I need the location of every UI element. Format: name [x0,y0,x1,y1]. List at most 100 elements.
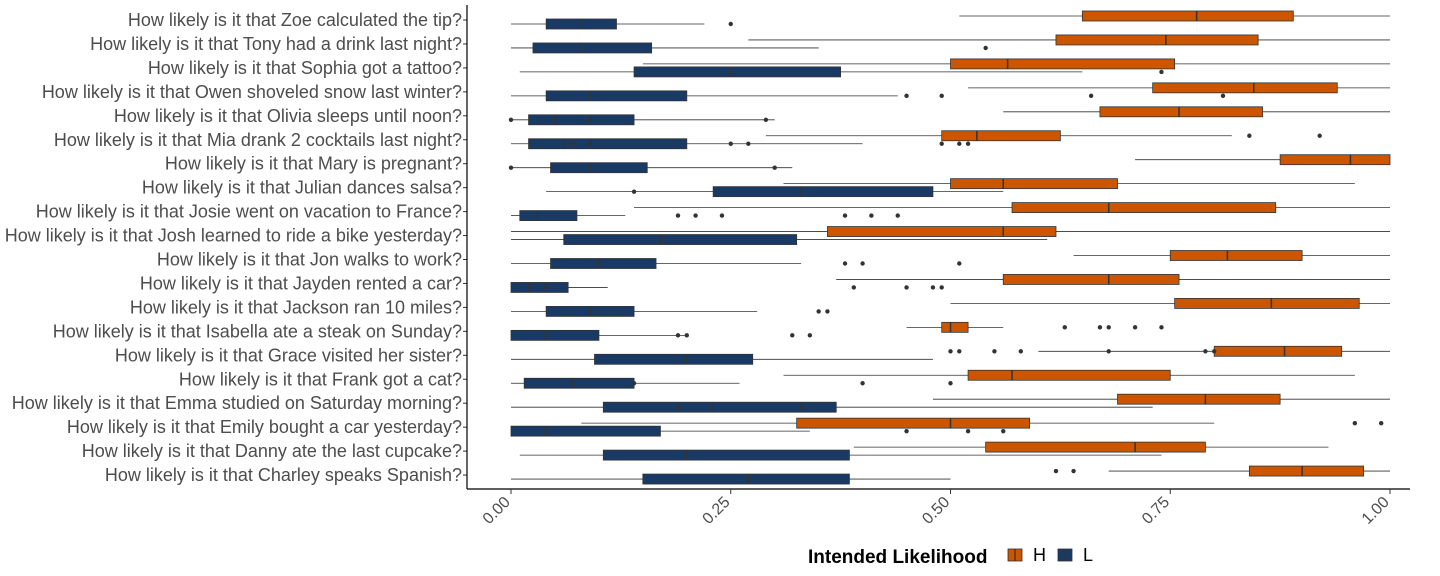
box-iqr [967,369,1171,381]
box-iqr [532,42,653,54]
x-axis-ticks: 0.00 0.25 0.50 0.75 1.00 [480,489,1393,528]
outlier-point [895,213,900,218]
category-label: How likely is it that Isabella ate a ste… [53,321,462,341]
box-iqr [545,90,688,102]
x-tick-label: 0.25 [700,494,734,528]
box-H [783,178,1355,190]
x-tick-label: 0.00 [480,494,514,528]
box-iqr [1011,202,1277,214]
box-L [546,186,1004,198]
category-label: How likely is it that Grace visited her … [115,345,462,365]
box-H [906,321,1164,333]
outlier-point [939,285,944,290]
outlier-point [1106,349,1111,354]
outlier-point [842,261,848,266]
legend: Intended Likelihood H L [808,545,1093,568]
outlier-point [965,141,971,146]
box-iqr [1174,297,1360,309]
box-H [1135,154,1391,166]
box-H [968,82,1390,94]
outlier-point [948,381,953,386]
box-L [519,66,1164,78]
box-iqr [550,258,657,269]
x-tick-label: 1.00 [1359,494,1393,528]
box-L [508,162,793,174]
box-iqr [712,186,934,198]
category-label: How likely is it that Julian dances sals… [142,178,462,198]
box-L [511,18,733,30]
outlier-point [728,141,733,146]
legend-title: Intended Likelihood [808,547,987,568]
outlier-point [948,349,953,354]
box-iqr [827,226,1057,237]
outlier-point [675,405,681,410]
box-H [511,226,1390,237]
outlier-point [1088,93,1094,99]
x-tick-label: 0.50 [919,494,953,528]
outlier-point [1097,325,1103,330]
box-iqr [1055,34,1259,46]
outlier-point [983,45,988,51]
box-H [950,297,1390,309]
box-H [959,10,1390,22]
box-iqr [796,417,1031,429]
series-L [508,18,1226,485]
outlier-point [1106,325,1111,330]
legend-label: L [1083,545,1093,565]
outlier-point [1053,468,1059,474]
box-iqr [550,162,648,174]
box-L [511,353,933,365]
category-label: How likely is it that Jon walks to work? [157,250,462,270]
outlier-point [1212,349,1217,354]
outlier-point [543,285,549,290]
box-iqr [528,114,635,126]
outlier-point [631,381,637,386]
box-H [783,369,1355,381]
category-label: How likely is it that Mary is pregnant? [165,154,462,174]
box-iqr [941,321,969,333]
box-H [853,441,1329,453]
outlier-point [587,117,593,123]
box-iqr [519,210,578,222]
box-L [511,90,1226,102]
outlier-point [1352,420,1358,426]
box-iqr [510,425,661,437]
box-iqr [941,130,1061,142]
category-label: How likely is it that Emma studied on Sa… [12,393,462,413]
box-iqr [510,329,600,341]
legend-item-H: H [1007,545,1046,565]
outlier-point [965,428,971,434]
plot-area [508,10,1391,485]
outlier-point [939,93,944,99]
outlier-point [904,93,909,99]
box-H [581,417,1384,429]
category-label: How likely is it that Olivia sleeps unti… [114,106,462,126]
category-label: How likely is it that Danny ate the last… [82,441,462,461]
category-label: How likely is it that Zoe calculated the… [128,10,462,30]
box-iqr [1152,82,1338,94]
box-H [836,274,1390,285]
category-label: How likely is it that Jayden rented a ca… [140,273,462,293]
box-H [1073,250,1390,261]
box-H [748,34,1390,46]
category-label: How likely is it that Josh learned to ri… [5,226,462,246]
category-label: How likely is it that Tony had a drink l… [90,34,462,54]
category-label: How likely is it that Josie went on vaca… [36,202,462,222]
box-H [1053,465,1390,477]
outlier-point [1132,325,1138,330]
outlier-point [719,213,725,218]
outlier-point [851,285,857,290]
x-tick-label: 0.75 [1139,494,1173,528]
box-H [642,58,1390,70]
box-iqr [594,353,754,365]
outlier-point [1220,93,1226,99]
box-iqr [523,377,635,389]
outlier-point [939,141,944,146]
box-iqr [633,66,842,78]
box-H [948,345,1390,357]
outlier-point [1203,349,1208,354]
outlier-point [772,165,777,170]
box-iqr [1117,393,1281,405]
legend-label: H [1033,545,1046,565]
